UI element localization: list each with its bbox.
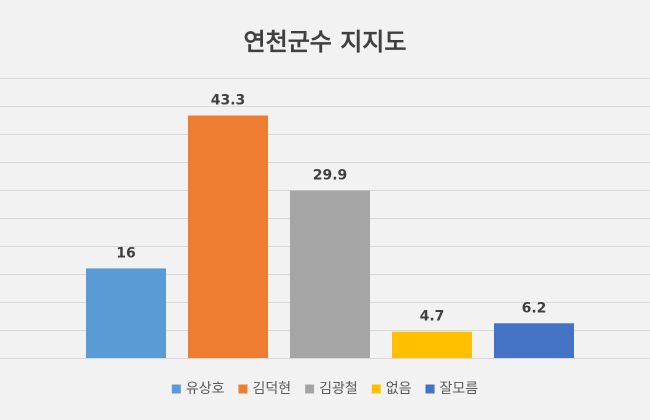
legend-label-1: 유상호 [186,381,225,397]
legend-swatch-3 [305,384,315,394]
bar-1 [86,268,166,358]
data-label-2: 43.3 [211,93,246,109]
bars-group [86,115,574,359]
legend-swatch-1 [171,384,181,394]
data-label-4: 4.7 [420,309,445,325]
legend: 유상호 김덕현 김광철 없음 잘모름 [171,381,479,397]
chart-title: 연천군수 지지도 [244,28,407,56]
legend-label-2: 김덕현 [252,381,291,397]
legend-swatch-2 [238,384,248,394]
bar-3 [290,190,370,358]
legend-label-5: 잘모름 [440,381,479,397]
bar-4 [392,331,472,358]
data-labels-group: 16 43.3 29.9 4.7 6.2 [116,93,546,325]
legend-label-3: 김광철 [319,381,358,397]
legend-swatch-5 [425,384,435,394]
data-label-3: 29.9 [313,168,348,184]
legend-label-4: 없음 [386,381,412,397]
data-label-1: 16 [116,245,135,261]
data-label-5: 6.2 [522,300,547,316]
bar-5 [494,323,574,358]
bar-2 [188,115,268,359]
legend-swatch-4 [371,384,381,394]
